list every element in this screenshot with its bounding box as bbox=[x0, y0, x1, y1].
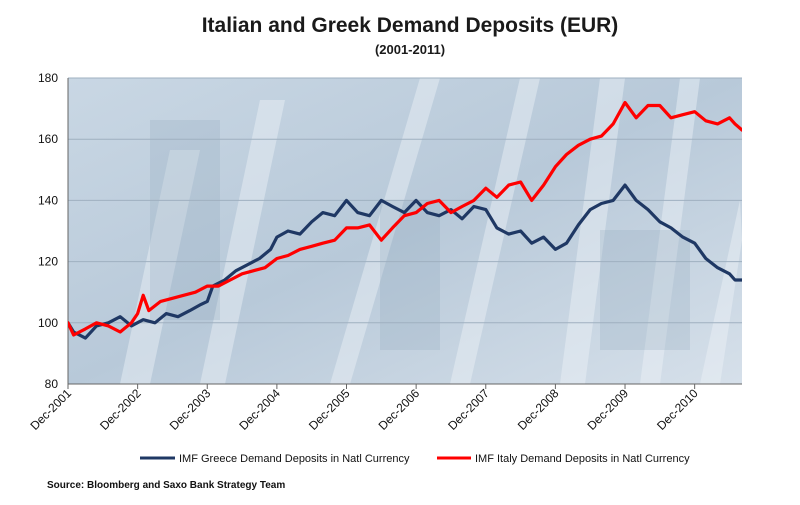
y-tick-label: 120 bbox=[38, 255, 58, 269]
y-tick-label: 100 bbox=[38, 316, 58, 330]
x-tick-label: Dec-2006 bbox=[376, 386, 423, 433]
y-tick-label: 80 bbox=[45, 377, 59, 391]
chart-subtitle: (2001-2011) bbox=[375, 42, 445, 57]
legend-label-greece: IMF Greece Demand Deposits in Natl Curre… bbox=[179, 453, 410, 465]
x-tick-label: Dec-2002 bbox=[97, 386, 144, 433]
source-note: Source: Bloomberg and Saxo Bank Strategy… bbox=[47, 480, 285, 491]
series-lines bbox=[68, 100, 742, 340]
legend: IMF Greece Demand Deposits in Natl Curre… bbox=[140, 453, 690, 465]
series-line-greece bbox=[68, 183, 742, 340]
series-line-italy bbox=[68, 100, 742, 337]
y-tick-label: 140 bbox=[38, 193, 58, 207]
x-tick-label: Dec-2009 bbox=[584, 386, 631, 433]
x-tick-label: Dec-2001 bbox=[27, 386, 74, 433]
x-axis: Dec-2001 Dec-2002 Dec-2003 Dec-2004 Dec-2005… bbox=[27, 383, 742, 433]
x-tick-label: Dec-2003 bbox=[167, 386, 214, 433]
x-tick-label: Dec-2010 bbox=[654, 386, 701, 433]
plot-background bbox=[68, 78, 742, 384]
legend-label-italy: IMF Italy Demand Deposits in Natl Curren… bbox=[475, 453, 690, 465]
y-axis: 80 100 120 140 160 180 bbox=[38, 71, 69, 391]
x-tick-label: Dec-2008 bbox=[515, 386, 562, 433]
chart-title: Italian and Greek Demand Deposits (EUR) bbox=[202, 14, 619, 37]
x-tick-label: Dec-2007 bbox=[445, 386, 492, 433]
x-tick-label: Dec-2005 bbox=[306, 386, 353, 433]
x-tick-label: Dec-2004 bbox=[236, 386, 283, 433]
y-tick-label: 160 bbox=[38, 132, 58, 146]
y-tick-label: 180 bbox=[38, 71, 58, 85]
